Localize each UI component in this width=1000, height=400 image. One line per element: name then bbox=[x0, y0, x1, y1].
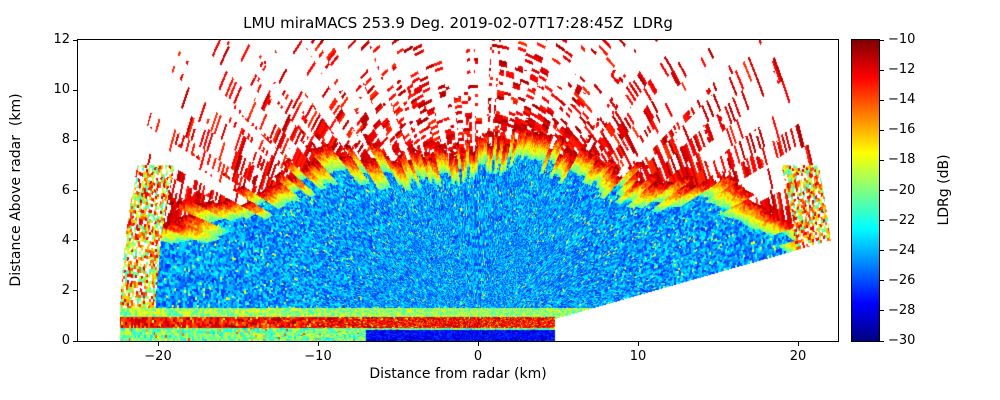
x-tick-label: 20 bbox=[789, 349, 807, 364]
y-tick-label: 4 bbox=[61, 232, 70, 248]
colorbar-tick-mark bbox=[880, 280, 884, 282]
y-tick-mark bbox=[73, 39, 77, 41]
x-tick-label: −20 bbox=[144, 349, 172, 364]
colorbar-tick-mark bbox=[880, 99, 884, 101]
x-tick-label: −10 bbox=[304, 349, 332, 364]
colorbar-tick-mark bbox=[880, 250, 884, 252]
y-tick-label: 12 bbox=[53, 32, 70, 47]
y-tick-mark bbox=[73, 139, 77, 141]
x-axis-label: Distance from radar (km) bbox=[369, 366, 547, 382]
chart-title: LMU miraMACS 253.9 Deg. 2019-02-07T17:28… bbox=[243, 14, 673, 32]
x-tick-mark bbox=[637, 342, 639, 346]
colorbar-tick-label: −10 bbox=[888, 32, 916, 47]
colorbar-tick-label: −30 bbox=[888, 333, 916, 348]
y-tick-mark bbox=[73, 240, 77, 242]
colorbar-tick-mark bbox=[880, 190, 884, 191]
colorbar-label: LDRg (dB) bbox=[936, 154, 952, 226]
y-tick-label: 0 bbox=[61, 333, 70, 348]
x-tick-label: 10 bbox=[629, 349, 647, 364]
colorbar-tick-label: −24 bbox=[888, 242, 916, 258]
x-tick-mark bbox=[477, 342, 479, 346]
colorbar-tick-mark bbox=[880, 129, 884, 131]
y-tick-label: 2 bbox=[61, 282, 70, 298]
colorbar-tick-mark bbox=[880, 310, 884, 312]
x-tick-mark bbox=[157, 342, 159, 346]
colorbar-tick-mark bbox=[880, 220, 884, 222]
colorbar-tick-mark bbox=[880, 39, 884, 41]
colorbar-gradient bbox=[852, 40, 879, 341]
colorbar-tick-label: −20 bbox=[888, 182, 916, 198]
y-tick-label: 6 bbox=[61, 182, 70, 198]
y-tick-mark bbox=[73, 340, 77, 342]
y-tick-mark bbox=[73, 190, 77, 191]
colorbar-tick-label: −28 bbox=[888, 302, 916, 318]
y-tick-label: 10 bbox=[53, 82, 70, 98]
x-tick-label: 0 bbox=[473, 349, 483, 364]
y-tick-label: 8 bbox=[61, 132, 70, 148]
colorbar-tick-mark bbox=[880, 159, 884, 161]
y-axis-label: Distance Above radar (km) bbox=[8, 93, 24, 287]
x-tick-mark bbox=[317, 342, 319, 346]
x-tick-mark bbox=[797, 342, 799, 346]
colorbar-tick-mark bbox=[880, 69, 884, 71]
y-tick-mark bbox=[73, 290, 77, 292]
rhi-heatmap-image bbox=[78, 40, 838, 341]
colorbar-tick-label: −16 bbox=[888, 122, 916, 138]
colorbar-tick-mark bbox=[880, 340, 884, 342]
y-tick-mark bbox=[73, 89, 77, 91]
colorbar-tick-label: −14 bbox=[888, 92, 916, 108]
colorbar-tick-label: −12 bbox=[888, 62, 916, 78]
colorbar-tick-label: −18 bbox=[888, 152, 916, 168]
colorbar-tick-label: −26 bbox=[888, 272, 916, 288]
colorbar-tick-label: −22 bbox=[888, 212, 916, 228]
